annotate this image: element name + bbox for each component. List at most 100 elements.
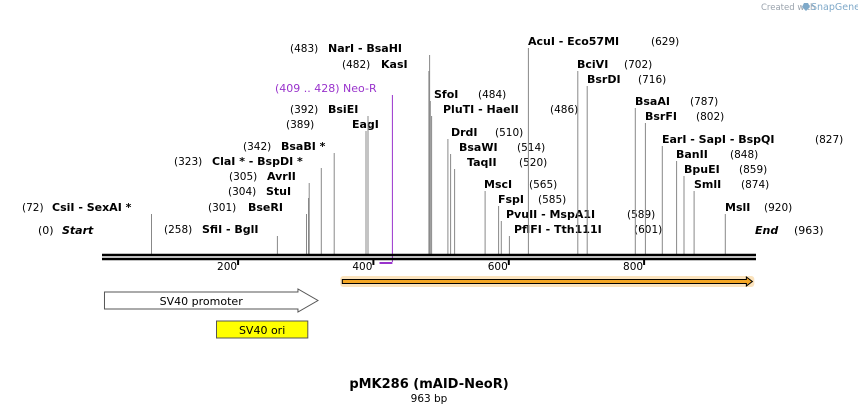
site-position: (72) xyxy=(22,202,44,214)
site-enzyme-name: PvuII - MspA1I xyxy=(506,208,595,221)
site-position: (802) xyxy=(696,111,724,123)
site-enzyme-name: BsrDI xyxy=(587,73,621,86)
site-kasi[interactable]: (482) KasI xyxy=(342,58,430,254)
snapgene-logo-icon xyxy=(802,3,810,11)
site-position: (510) xyxy=(495,127,523,139)
site-position: (389) xyxy=(286,119,314,131)
site-position: (585) xyxy=(538,194,566,206)
site-bpuei[interactable]: (859) BpuEI xyxy=(683,163,767,254)
site-position: (304) xyxy=(228,186,256,198)
plasmid-length: 963 bp xyxy=(411,393,448,405)
site-bsawi[interactable]: (514) BsaWI xyxy=(450,141,546,254)
site-enzyme-name: EarI - SapI - BspQI xyxy=(662,133,774,146)
site-avrii[interactable]: (305) AvrII xyxy=(229,170,310,254)
site-position: (702) xyxy=(624,59,652,71)
site-position: (827) xyxy=(815,134,843,146)
axis-ticks: 200 400 600 800 xyxy=(217,260,646,273)
site-enzyme-name: SfoI xyxy=(434,88,458,101)
site-position: (514) xyxy=(517,142,545,154)
sv40-ori-label: SV40 ori xyxy=(239,324,285,337)
sv40-ori-box[interactable] xyxy=(216,320,309,339)
site-bsabi[interactable]: (342) BsaBI * xyxy=(243,140,335,254)
site-enzyme-name: BseRI xyxy=(248,201,283,214)
site-bseri[interactable]: (301) BseRI xyxy=(208,201,307,254)
site-enzyme-name: AcuI - Eco57MI xyxy=(528,35,619,48)
tick-label: 800 xyxy=(623,261,643,273)
site-eagi[interactable]: (389) EagI xyxy=(286,118,379,254)
site-enzyme-name: AvrII xyxy=(267,170,296,183)
site-enzyme-name: ClaI * - BspDI * xyxy=(212,155,303,168)
plasmid-title: pMK286 (mAID-NeoR) xyxy=(349,377,508,392)
site-position: (565) xyxy=(529,179,557,191)
site-sfoi[interactable]: (484) SfoI xyxy=(429,88,506,254)
sv40-promoter-arrow[interactable] xyxy=(103,288,319,313)
site-enzyme-name: BsiEI xyxy=(328,103,358,116)
site-csii[interactable]: (72) CsiI - SexAI * xyxy=(22,201,152,254)
site-position: (920) xyxy=(764,202,792,214)
site-enzyme-name: BsaWI xyxy=(459,141,498,154)
primer-label: (409 .. 428) Neo-R xyxy=(275,82,377,95)
tick-label: 200 xyxy=(217,261,237,273)
site-drdi[interactable]: (510) DrdI xyxy=(447,126,523,254)
primer-neo-r[interactable]: (409 .. 428) Neo-R xyxy=(275,82,393,264)
site-position: (848) xyxy=(730,149,758,161)
site-stui[interactable]: (304) StuI xyxy=(228,185,309,254)
site-eari[interactable]: (827) EarI - SapI - BspQI xyxy=(661,133,843,254)
site-enzyme-name: PluTI - HaeII xyxy=(443,103,519,116)
site-enzyme-name: TaqII xyxy=(467,156,497,169)
site-enzyme-name: CsiI - SexAI * xyxy=(52,201,132,214)
site-taqii[interactable]: (520) TaqII xyxy=(454,156,548,254)
restriction-sites: (72) CsiI - SexAI * (258) SfiI - BglI (301) B… xyxy=(22,35,843,254)
site-enzyme-name: BpuEI xyxy=(684,163,720,176)
site-bsaai[interactable]: (787) BsaAI xyxy=(634,95,718,254)
start-position: (0) xyxy=(38,224,54,237)
site-position: (301) xyxy=(208,202,236,214)
site-position: (874) xyxy=(741,179,769,191)
site-enzyme-name: DrdI xyxy=(451,126,478,139)
site-enzyme-name: MslI xyxy=(725,201,750,214)
site-bcivi[interactable]: (702) BciVI xyxy=(577,58,652,254)
site-position: (482) xyxy=(342,59,370,71)
site-position: (486) xyxy=(550,104,578,116)
site-nari[interactable]: (483) NarI - BsaHI xyxy=(290,42,431,254)
site-enzyme-name: SmlI xyxy=(694,178,721,191)
site-fspi[interactable]: (585) FspI xyxy=(498,193,566,254)
tick-label: 600 xyxy=(488,261,508,273)
site-banii[interactable]: (848) BanII xyxy=(676,148,758,254)
site-enzyme-name: BsaBI * xyxy=(281,140,326,153)
site-position: (629) xyxy=(651,36,679,48)
site-enzyme-name: KasI xyxy=(381,58,408,71)
site-bsrdi[interactable]: (716) BsrDI xyxy=(586,73,666,254)
site-position: (323) xyxy=(174,156,202,168)
site-enzyme-name: FspI xyxy=(498,193,524,206)
site-smli[interactable]: (874) SmlI xyxy=(693,178,769,254)
site-enzyme-name: NarI - BsaHI xyxy=(328,42,402,55)
site-enzyme-name: BanII xyxy=(676,148,708,161)
site-position: (483) xyxy=(290,43,318,55)
site-pflfi[interactable]: (601) PflFI - Tth111I xyxy=(508,223,662,254)
credit-brand: SnapGene xyxy=(811,2,858,13)
site-pluti[interactable]: (486) PluTI - HaeII xyxy=(431,103,579,254)
site-msli[interactable]: (920) MslI xyxy=(724,201,792,254)
sequence-backbone xyxy=(102,253,756,261)
site-position: (342) xyxy=(243,141,271,153)
site-position: (484) xyxy=(478,89,506,101)
orf-arrow[interactable] xyxy=(341,276,754,287)
site-bsiei[interactable]: (392) BsiEI xyxy=(290,103,369,254)
end-position: (963) xyxy=(794,224,824,237)
site-position: (305) xyxy=(229,171,257,183)
site-enzyme-name: EagI xyxy=(352,118,379,131)
site-clai[interactable]: (323) ClaI * - BspDI * xyxy=(174,155,322,254)
site-msci[interactable]: (565) MscI xyxy=(484,178,557,254)
site-enzyme-name: MscI xyxy=(484,178,512,191)
site-position: (392) xyxy=(290,104,318,116)
site-enzyme-name: BsrFI xyxy=(645,110,677,123)
site-enzyme-name: BciVI xyxy=(577,58,608,71)
site-bsrfi[interactable]: (802) BsrFI xyxy=(644,110,724,254)
site-position: (859) xyxy=(739,164,767,176)
site-position: (589) xyxy=(627,209,655,221)
site-sfii[interactable]: (258) SfiI - BglI xyxy=(164,223,278,254)
features: SV40 promoter SV40 ori xyxy=(103,276,755,339)
site-acui[interactable]: (629) AcuI - Eco57MI xyxy=(527,35,679,254)
